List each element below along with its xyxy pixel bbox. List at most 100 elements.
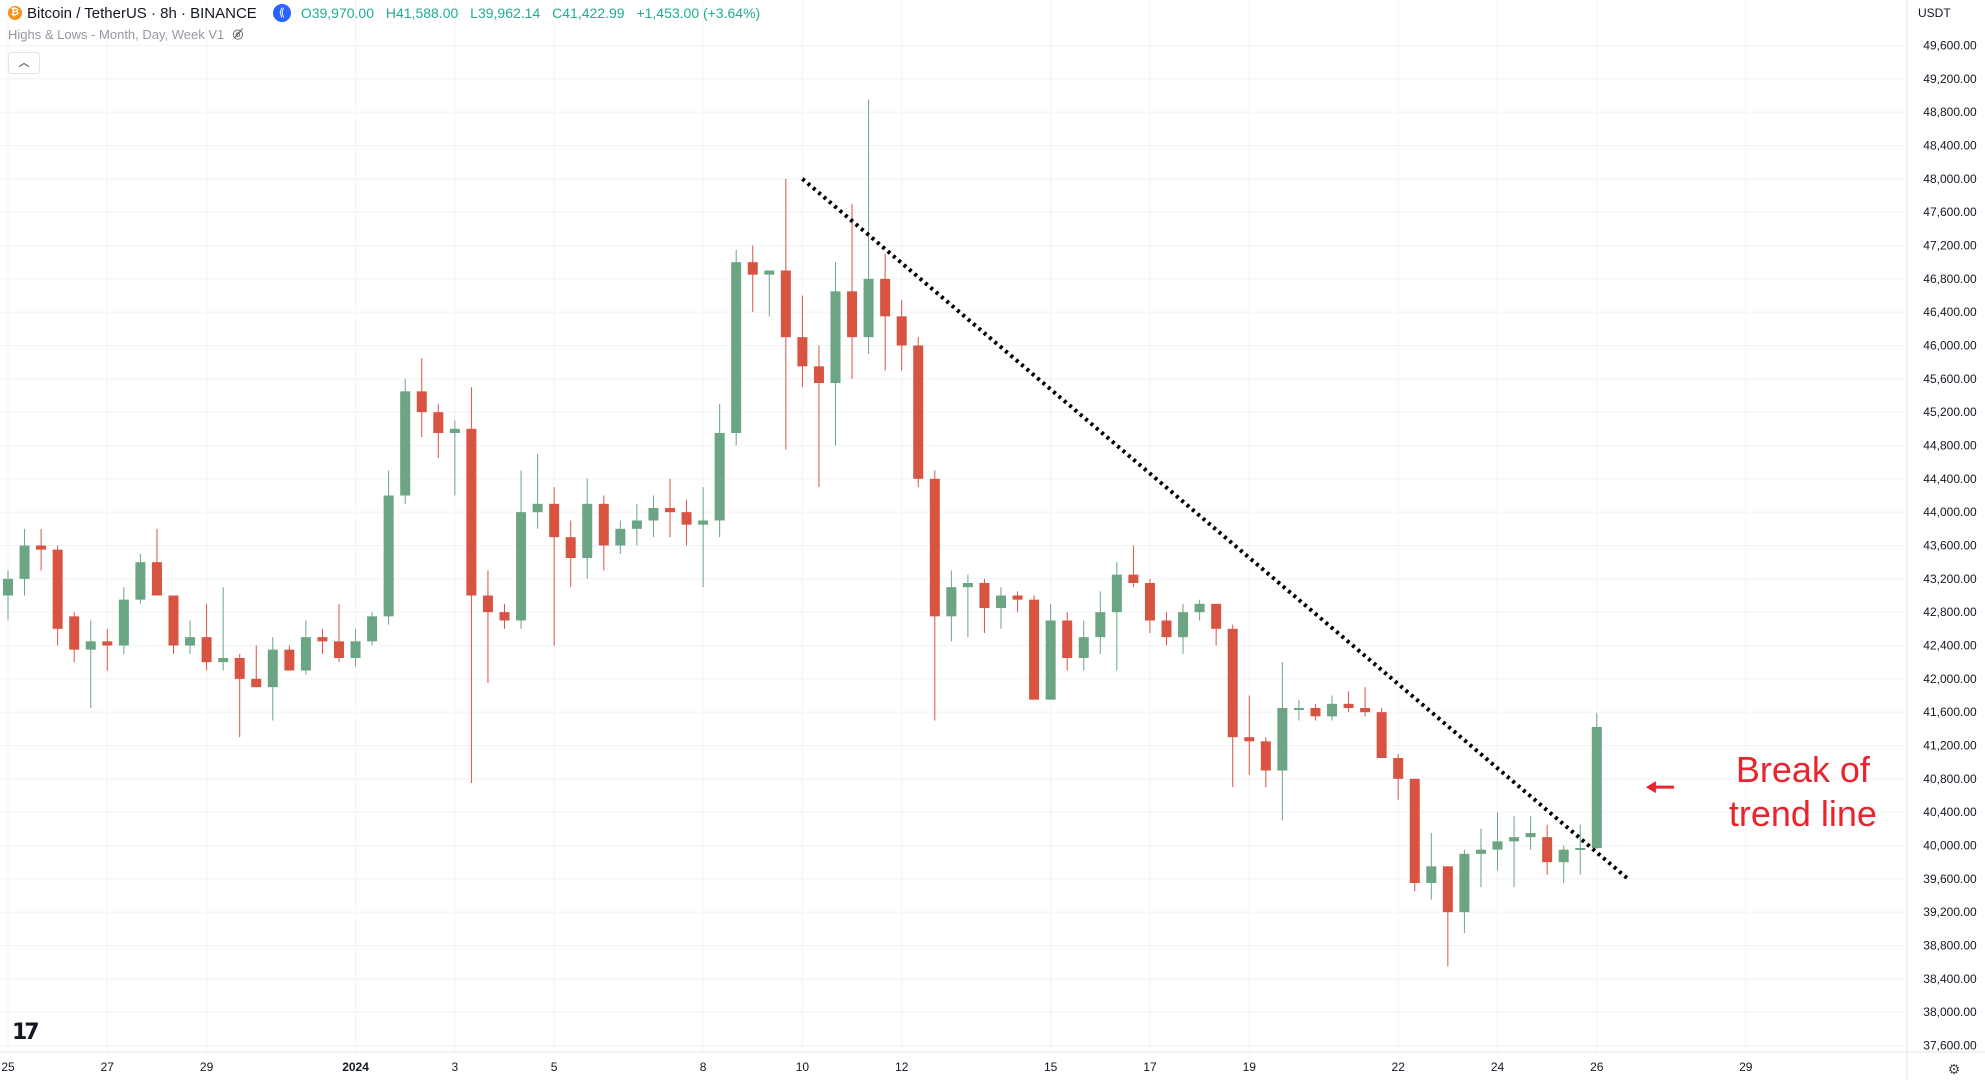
candle[interactable]: [516, 470, 527, 629]
candle[interactable]: [185, 620, 196, 654]
indicator-label[interactable]: Highs & Lows - Month, Day, Week V1: [8, 26, 225, 42]
candle[interactable]: [118, 587, 129, 654]
candle[interactable]: [69, 612, 80, 663]
candle[interactable]: [350, 628, 361, 667]
candle[interactable]: [19, 528, 30, 596]
candle[interactable]: [929, 470, 940, 721]
candle[interactable]: [996, 587, 1006, 629]
candle[interactable]: [631, 503, 642, 546]
symbol-title[interactable]: Bitcoin / TetherUS · 8h · BINANCE: [27, 4, 257, 22]
candle[interactable]: [896, 299, 907, 371]
candle[interactable]: [482, 570, 493, 684]
candle[interactable]: [681, 499, 692, 546]
candle[interactable]: [1591, 713, 1602, 849]
candle[interactable]: [1293, 699, 1304, 721]
tradingview-logo[interactable]: 17: [12, 1020, 40, 1045]
candle[interactable]: [1575, 824, 1586, 875]
candle[interactable]: [1227, 624, 1238, 788]
candle[interactable]: [714, 403, 725, 538]
candle[interactable]: [201, 603, 212, 671]
candle[interactable]: [615, 520, 626, 554]
candle[interactable]: [648, 495, 659, 538]
candle[interactable]: [1558, 845, 1569, 884]
candle[interactable]: [3, 570, 13, 621]
candle[interactable]: [847, 203, 858, 379]
candle[interactable]: [267, 637, 278, 721]
candle[interactable]: [334, 603, 344, 663]
candle[interactable]: [284, 645, 295, 671]
candle[interactable]: [747, 245, 758, 313]
candle[interactable]: [1542, 824, 1553, 875]
candle[interactable]: [367, 612, 378, 646]
candle[interactable]: [151, 528, 162, 596]
candle[interactable]: [1029, 595, 1040, 700]
candle[interactable]: [1211, 603, 1222, 646]
candle[interactable]: [466, 387, 477, 783]
candle[interactable]: [830, 262, 841, 446]
candle[interactable]: [1409, 778, 1420, 892]
candle[interactable]: [946, 570, 957, 642]
candle[interactable]: [499, 603, 510, 629]
candle[interactable]: [218, 587, 229, 671]
candle[interactable]: [449, 420, 460, 496]
candle[interactable]: [168, 595, 179, 654]
currency-label[interactable]: USDT: [1918, 6, 1951, 20]
candle[interactable]: [1442, 866, 1453, 967]
live-icon[interactable]: ⟪: [272, 4, 291, 22]
candle[interactable]: [962, 574, 973, 638]
candle[interactable]: [383, 470, 394, 625]
candle[interactable]: [880, 253, 891, 371]
candle[interactable]: [549, 487, 560, 646]
candle[interactable]: [1509, 816, 1520, 888]
candle[interactable]: [913, 337, 924, 488]
gear-icon[interactable]: ⚙: [1947, 1061, 1961, 1077]
candle[interactable]: [1260, 737, 1271, 788]
candle[interactable]: [1244, 695, 1255, 775]
candle[interactable]: [598, 495, 609, 571]
candle[interactable]: [1178, 603, 1189, 654]
candle[interactable]: [863, 99, 874, 354]
candle[interactable]: [1128, 545, 1139, 588]
candle[interactable]: [102, 628, 113, 671]
candle[interactable]: [1459, 849, 1470, 933]
candle[interactable]: [1393, 753, 1404, 800]
candle[interactable]: [780, 178, 791, 450]
candle[interactable]: [698, 487, 709, 588]
candle[interactable]: [251, 645, 262, 688]
candle[interactable]: [234, 653, 245, 738]
candle[interactable]: [1095, 591, 1106, 654]
candle[interactable]: [1194, 599, 1205, 621]
eye-crossed-icon[interactable]: ◎̸: [232, 26, 244, 41]
candle[interactable]: [1475, 828, 1486, 888]
candle[interactable]: [1111, 562, 1122, 671]
candle[interactable]: [52, 545, 63, 646]
candle[interactable]: [1525, 816, 1536, 850]
candle[interactable]: [1492, 812, 1503, 871]
candle[interactable]: [85, 620, 96, 709]
candle[interactable]: [582, 478, 593, 579]
candle[interactable]: [1045, 603, 1056, 700]
candle[interactable]: [979, 578, 990, 633]
candle[interactable]: [1161, 612, 1172, 646]
candle[interactable]: [1310, 703, 1321, 721]
candle[interactable]: [665, 478, 675, 538]
collapse-button[interactable]: ︿: [8, 52, 40, 74]
candle[interactable]: [400, 378, 411, 504]
candle[interactable]: [36, 528, 47, 571]
candle[interactable]: [1062, 612, 1073, 671]
candle[interactable]: [532, 453, 543, 529]
candle[interactable]: [1327, 695, 1337, 721]
candle[interactable]: [416, 358, 427, 438]
candles-layer[interactable]: [3, 99, 1602, 967]
candle[interactable]: [1277, 662, 1288, 821]
candle[interactable]: [764, 270, 775, 317]
candle[interactable]: [1426, 833, 1437, 900]
candle[interactable]: [433, 403, 444, 458]
candle[interactable]: [565, 520, 576, 588]
candle[interactable]: [813, 345, 824, 488]
candle[interactable]: [1144, 578, 1155, 633]
candle[interactable]: [300, 620, 311, 675]
candle[interactable]: [317, 628, 328, 654]
candle[interactable]: [731, 249, 742, 446]
